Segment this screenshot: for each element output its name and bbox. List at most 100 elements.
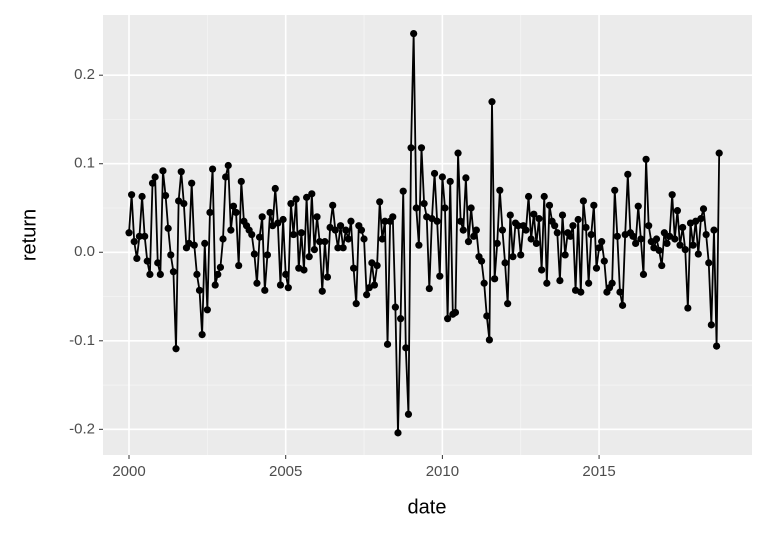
point — [344, 235, 352, 243]
y-tick-label: 0.2 — [74, 66, 95, 83]
point — [527, 235, 535, 243]
point — [271, 184, 279, 193]
point — [350, 264, 358, 272]
point — [292, 195, 300, 203]
point — [624, 170, 632, 178]
y-tick-label: -0.1 — [69, 332, 95, 349]
point — [504, 300, 512, 308]
point — [592, 264, 601, 272]
point — [164, 224, 172, 232]
point — [694, 250, 702, 258]
point — [585, 279, 593, 287]
point — [391, 303, 399, 311]
point — [143, 257, 151, 265]
point — [454, 149, 462, 157]
point — [146, 270, 154, 278]
point — [190, 241, 198, 249]
point — [629, 232, 637, 240]
point — [284, 284, 292, 292]
point — [180, 199, 188, 208]
point — [517, 251, 525, 259]
point — [336, 222, 345, 230]
point — [514, 222, 522, 230]
point — [553, 229, 561, 237]
point — [378, 235, 386, 243]
point — [689, 241, 697, 249]
x-tick-label: 2015 — [582, 463, 615, 480]
point — [169, 268, 178, 276]
point — [611, 186, 619, 194]
point — [574, 215, 582, 224]
point — [464, 238, 473, 246]
point — [705, 259, 713, 267]
point — [255, 233, 264, 241]
point — [318, 287, 326, 295]
point — [167, 251, 175, 259]
point — [347, 217, 355, 225]
point — [376, 198, 384, 206]
point — [632, 239, 640, 248]
point — [470, 232, 478, 240]
point — [383, 340, 392, 348]
point — [373, 261, 381, 270]
point — [582, 223, 590, 232]
point — [130, 238, 138, 246]
point — [313, 213, 321, 221]
point — [467, 204, 475, 212]
point — [420, 199, 428, 208]
point — [263, 251, 272, 259]
point — [608, 279, 616, 287]
point — [208, 165, 217, 173]
point — [266, 208, 274, 217]
point — [715, 149, 723, 157]
point — [524, 192, 533, 201]
point — [483, 312, 491, 320]
point — [671, 235, 679, 243]
point — [556, 276, 564, 285]
point — [618, 301, 627, 309]
point — [561, 251, 569, 259]
point — [141, 232, 149, 240]
point — [446, 177, 454, 186]
point — [154, 259, 162, 267]
point — [308, 190, 316, 198]
point — [430, 169, 439, 178]
point — [663, 239, 671, 248]
x-tick-label: 2005 — [269, 463, 302, 480]
point — [702, 230, 710, 239]
point — [214, 270, 222, 278]
point — [658, 261, 666, 270]
point — [276, 281, 285, 289]
point — [417, 144, 426, 152]
point — [339, 244, 347, 252]
point — [598, 238, 606, 246]
point — [229, 202, 238, 210]
point — [441, 204, 449, 212]
point — [235, 261, 243, 270]
point — [480, 279, 488, 287]
point — [250, 250, 258, 258]
point — [697, 215, 705, 223]
point — [642, 155, 650, 163]
point — [457, 217, 465, 225]
point — [600, 257, 608, 265]
point — [522, 226, 530, 234]
x-tick-label: 2010 — [426, 463, 459, 480]
point — [201, 239, 209, 248]
point — [639, 270, 648, 278]
point — [637, 235, 645, 243]
point — [138, 192, 146, 201]
point — [193, 270, 201, 278]
point — [410, 29, 418, 38]
point — [227, 226, 235, 234]
point — [558, 211, 567, 219]
x-tick-label: 2000 — [112, 463, 145, 480]
point — [509, 253, 517, 261]
point — [282, 270, 290, 278]
point — [707, 321, 715, 329]
point — [321, 238, 329, 246]
point — [224, 161, 232, 170]
point — [211, 281, 219, 289]
point — [462, 174, 470, 182]
